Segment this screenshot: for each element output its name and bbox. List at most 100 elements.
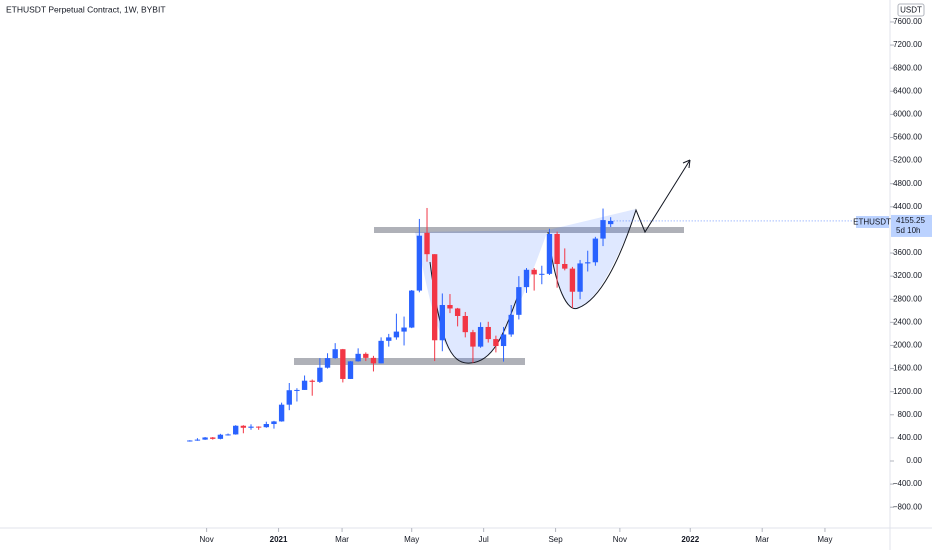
last-price: 4155.25 — [896, 216, 925, 225]
candle-body — [401, 327, 407, 332]
candle-body — [301, 380, 308, 390]
y-tick-label: 7600.00 — [893, 17, 922, 26]
candle-body — [393, 331, 400, 338]
candle-body — [233, 425, 239, 435]
y-tick-label: −400.00 — [893, 479, 923, 488]
candle-body — [286, 390, 292, 405]
candle-body — [255, 426, 262, 428]
candle-body — [608, 220, 614, 225]
y-tick-label: 5200.00 — [893, 156, 922, 165]
candle-body — [194, 439, 201, 441]
y-tick-label: 800.00 — [898, 410, 923, 419]
candle-body — [523, 269, 530, 288]
y-tick-label: 6400.00 — [893, 86, 922, 95]
candle-body — [485, 326, 491, 340]
candle-body — [202, 437, 208, 440]
candle-body — [493, 339, 499, 347]
candle-body — [317, 367, 323, 382]
chart-title: ETHUSDT Perpetual Contract, 1W, BYBIT — [6, 4, 166, 14]
x-tick-label: Nov — [613, 535, 627, 544]
candle-body — [431, 254, 438, 341]
candle-body — [424, 232, 430, 255]
y-tick-label: 1200.00 — [893, 387, 922, 396]
candle-body — [324, 358, 331, 368]
candle-body — [332, 349, 338, 359]
y-tick-label: 3200.00 — [893, 271, 922, 280]
cup-area — [415, 230, 548, 364]
support-band — [294, 358, 525, 365]
candle-body — [577, 263, 583, 292]
candle-body — [355, 353, 361, 362]
y-tick-label: 2800.00 — [893, 294, 922, 303]
candle-body — [592, 238, 599, 263]
candle-body — [278, 404, 285, 422]
x-tick-label: 2022 — [681, 535, 699, 544]
candle-body — [248, 426, 254, 428]
candle-body — [210, 437, 216, 439]
candle-body — [477, 326, 484, 347]
x-tick-label: Nov — [200, 535, 214, 544]
currency: USDT — [900, 6, 922, 15]
candle-body — [378, 340, 384, 364]
candle-body — [600, 220, 606, 239]
candle-body — [462, 315, 468, 333]
candle-body — [554, 233, 560, 264]
candle-body — [363, 353, 369, 358]
x-tick-label: Sep — [548, 535, 563, 544]
x-tick-label: May — [404, 535, 419, 544]
candle-body — [409, 290, 415, 328]
x-tick-label: Mar — [755, 535, 769, 544]
candle-body — [294, 389, 300, 391]
y-tick-label: 0.00 — [906, 456, 922, 465]
candle-body — [347, 361, 354, 379]
y-tick-label: 4400.00 — [893, 202, 922, 211]
currency-box — [897, 3, 925, 17]
x-tick-label: 2021 — [270, 535, 288, 544]
y-tick-label: 6000.00 — [893, 109, 922, 118]
y-tick-label: 400.00 — [898, 433, 923, 442]
y-tick-label: 6800.00 — [893, 63, 922, 72]
candle-body — [309, 380, 315, 382]
candle-body — [470, 332, 476, 347]
y-tick-label: 2000.00 — [893, 341, 922, 350]
candle-body — [562, 264, 568, 269]
candle-body — [500, 334, 507, 347]
countdown: 5d 10h — [896, 226, 920, 235]
y-tick-label: −800.00 — [893, 502, 923, 511]
candle-body — [516, 287, 522, 315]
candle-body — [569, 268, 576, 292]
y-tick-label: 7200.00 — [893, 40, 922, 49]
candle-body — [539, 273, 545, 275]
candle-body — [217, 434, 224, 439]
candle-body — [454, 308, 461, 316]
candle-body — [531, 269, 537, 275]
candle-body — [263, 424, 269, 428]
arrow-head — [682, 159, 691, 169]
y-tick-label: 1600.00 — [893, 364, 922, 373]
candle-body — [187, 440, 193, 442]
y-tick-label: 5600.00 — [893, 133, 922, 142]
candle-body — [508, 314, 514, 335]
x-tick-label: Jul — [479, 535, 489, 544]
candle-body — [447, 305, 453, 309]
resistance-band — [374, 227, 684, 233]
candle-body — [370, 357, 377, 364]
x-tick-label: Mar — [335, 535, 349, 544]
candle-body — [225, 434, 231, 436]
candle-body — [240, 425, 247, 428]
symbol-label-box — [856, 216, 889, 228]
y-tick-label: 3600.00 — [893, 248, 922, 257]
candle-body — [340, 349, 346, 379]
last-price-box — [891, 214, 932, 237]
candle-body — [416, 235, 423, 291]
candle-body — [546, 233, 553, 274]
candle-body — [585, 262, 591, 264]
y-tick-label: 2400.00 — [893, 317, 922, 326]
candle-body — [439, 305, 445, 341]
x-tick-label: May — [817, 535, 832, 544]
candle-body — [271, 421, 277, 425]
symbol-label: ETHUSDT — [853, 218, 891, 227]
y-tick-label: 4800.00 — [893, 179, 922, 188]
